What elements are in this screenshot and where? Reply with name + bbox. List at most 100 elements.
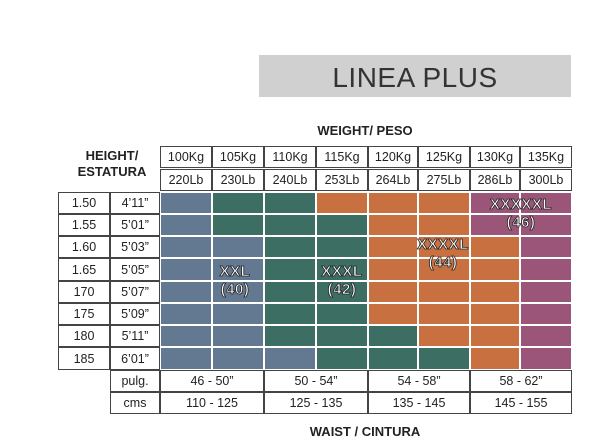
size-cell — [316, 258, 368, 281]
page-title: LINEA PLUS — [332, 62, 498, 93]
waist-pulg-value: 54 - 58” — [368, 370, 470, 392]
waist-pulg-label: pulg. — [110, 370, 160, 392]
size-cell — [520, 325, 572, 347]
size-cell — [212, 303, 264, 325]
size-cell — [160, 258, 212, 281]
size-cell — [520, 214, 572, 236]
size-label: XXXXXL (46) — [480, 196, 562, 234]
weight-lb-header: 230Lb — [212, 169, 264, 191]
weight-lb-header: 286Lb — [470, 169, 520, 191]
height-ft-label: 5’11” — [110, 325, 160, 347]
size-cell — [264, 281, 316, 303]
size-cell — [368, 303, 418, 325]
height-m-label: 170 — [58, 281, 110, 303]
size-label: XXXL (42) — [306, 263, 378, 301]
size-label: XXXXL (44) — [403, 236, 483, 274]
height-ft-label: 5’05” — [110, 258, 160, 281]
weight-lb-header: 253Lb — [316, 169, 368, 191]
title-banner: LINEA PLUS — [259, 55, 571, 97]
size-cell — [316, 325, 368, 347]
weight-kg-header: 130Kg — [470, 146, 520, 168]
waist-pulg-value: 50 - 54” — [264, 370, 368, 392]
height-ft-label: 5’01” — [110, 214, 160, 236]
weight-lb-header: 300Lb — [520, 169, 572, 191]
size-cell — [212, 281, 264, 303]
size-cell — [470, 281, 520, 303]
size-cell — [470, 258, 520, 281]
height-m-label: 1.50 — [58, 192, 110, 214]
size-cell — [520, 236, 572, 258]
size-cell — [418, 303, 470, 325]
size-cell — [418, 214, 470, 236]
size-cell — [418, 258, 470, 281]
size-cell — [212, 325, 264, 347]
weight-title: WEIGHT/ PESO — [317, 123, 413, 138]
size-name: XXXL — [321, 263, 363, 281]
size-cell — [160, 281, 212, 303]
waist-cms-value: 110 - 125 — [160, 392, 264, 414]
size-eu: (44) — [428, 254, 458, 272]
height-m-label: 180 — [58, 325, 110, 347]
waist-cms-value: 135 - 145 — [368, 392, 470, 414]
size-cell — [368, 281, 418, 303]
size-cell — [264, 236, 316, 258]
size-cell — [160, 347, 212, 370]
weight-kg-header: 105Kg — [212, 146, 264, 168]
size-cell — [520, 258, 572, 281]
size-cell — [264, 192, 316, 214]
height-ft-label: 4’11” — [110, 192, 160, 214]
size-cell — [264, 214, 316, 236]
weight-kg-header: 125Kg — [418, 146, 470, 168]
weight-lb-header: 240Lb — [264, 169, 316, 191]
waist-pulg-value: 46 - 50” — [160, 370, 264, 392]
size-cell — [212, 192, 264, 214]
size-name: XXXXL — [417, 236, 469, 254]
size-cell — [418, 325, 470, 347]
size-cell — [470, 214, 520, 236]
weight-lb-header: 275Lb — [418, 169, 470, 191]
size-cell — [368, 325, 418, 347]
weight-kg-header: 110Kg — [264, 146, 316, 168]
size-cell — [368, 192, 418, 214]
size-cell — [316, 236, 368, 258]
size-cell — [316, 347, 368, 370]
size-cell — [520, 347, 572, 370]
height-ft-label: 5’09” — [110, 303, 160, 325]
size-cell — [520, 281, 572, 303]
size-cell — [470, 192, 520, 214]
size-cell — [418, 281, 470, 303]
size-cell — [160, 236, 212, 258]
size-cell — [316, 192, 368, 214]
size-eu: (42) — [327, 281, 357, 299]
size-cell — [264, 325, 316, 347]
size-cell — [316, 281, 368, 303]
size-label: XXL (40) — [205, 263, 265, 301]
size-cell — [470, 347, 520, 370]
height-m-label: 175 — [58, 303, 110, 325]
size-cell — [160, 325, 212, 347]
waist-cms-value: 125 - 135 — [264, 392, 368, 414]
size-cell — [418, 236, 470, 258]
weight-kg-header: 100Kg — [160, 146, 212, 168]
weight-kg-header: 120Kg — [368, 146, 418, 168]
size-cell — [470, 236, 520, 258]
size-cell — [368, 258, 418, 281]
size-name: XXXXXL — [489, 196, 553, 214]
weight-lb-header: 220Lb — [160, 169, 212, 191]
size-cell — [368, 214, 418, 236]
size-name: XXL — [219, 263, 251, 281]
waist-title: WAIST / CINTURA — [309, 424, 421, 439]
weight-kg-header: 115Kg — [316, 146, 368, 168]
height-title-line2: ESTATURA — [77, 164, 147, 179]
weight-lb-header: 264Lb — [368, 169, 418, 191]
size-cell — [316, 214, 368, 236]
size-cell — [470, 303, 520, 325]
size-cell — [212, 214, 264, 236]
height-m-label: 1.55 — [58, 214, 110, 236]
size-eu: (46) — [506, 214, 536, 232]
size-cell — [520, 192, 572, 214]
size-eu: (40) — [220, 281, 250, 299]
size-cell — [418, 192, 470, 214]
size-cell — [212, 347, 264, 370]
size-cell — [316, 303, 368, 325]
